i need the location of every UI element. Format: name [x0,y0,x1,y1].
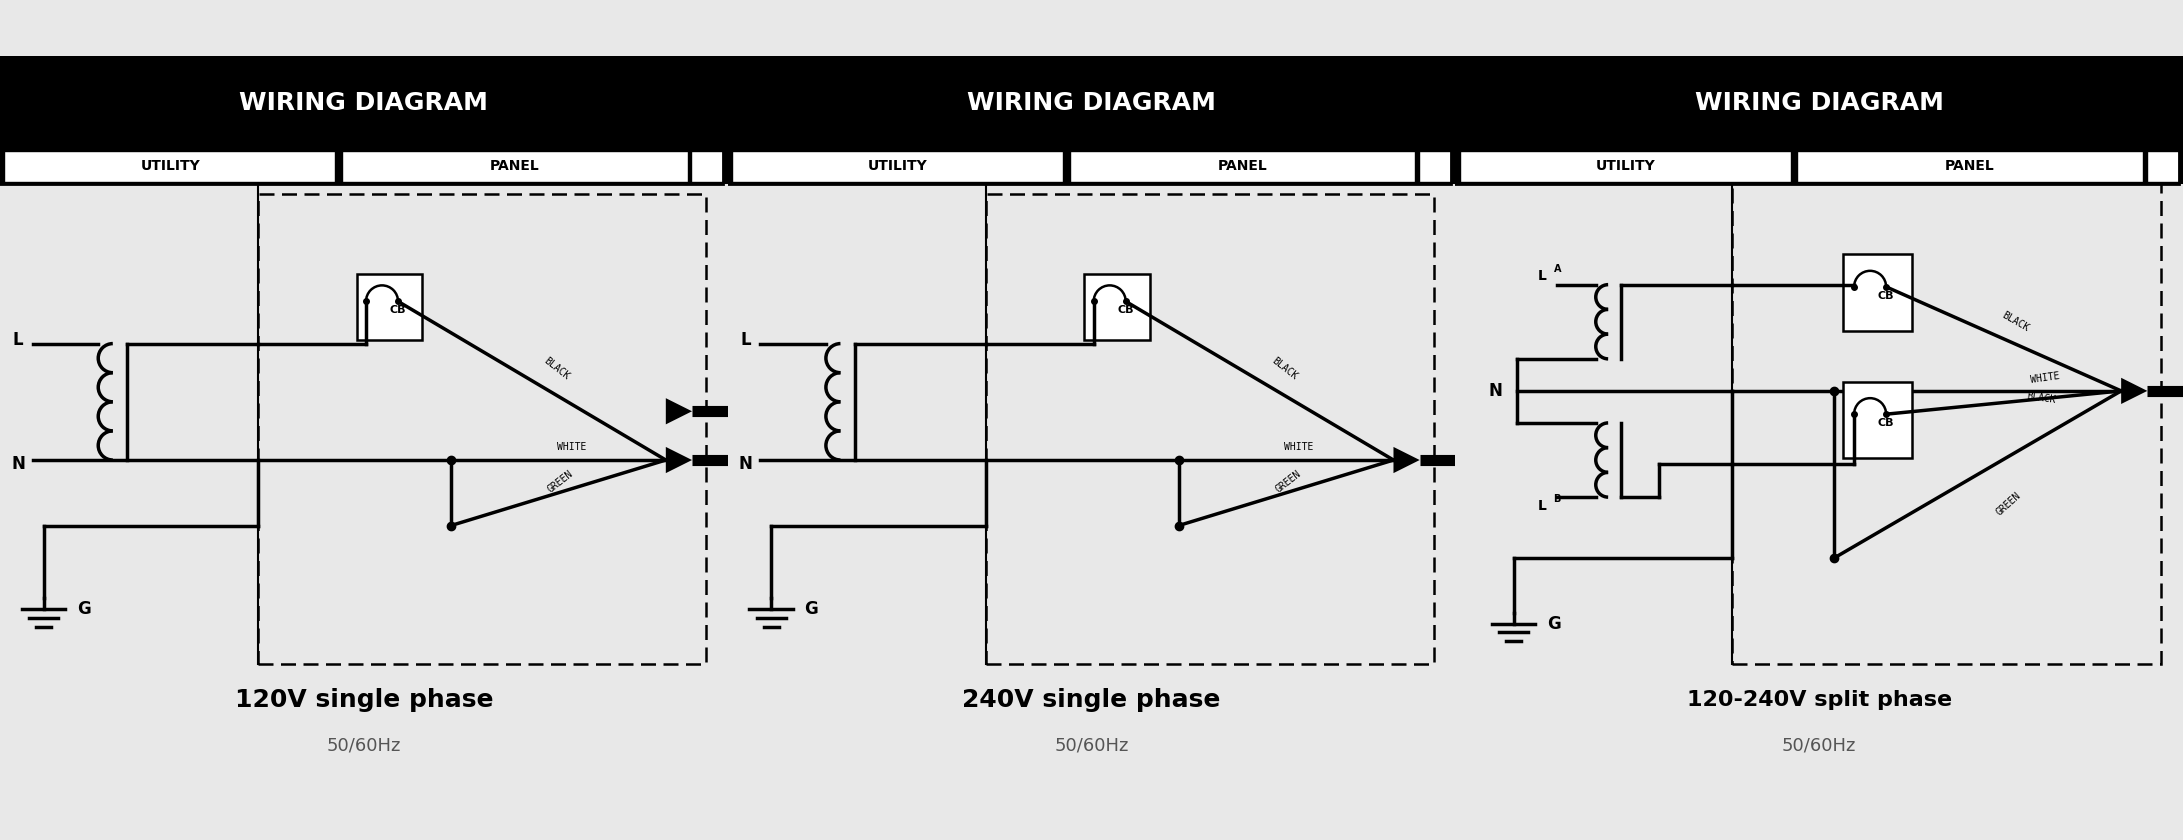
Text: BLACK: BLACK [2000,310,2030,333]
Text: 50/60Hz: 50/60Hz [1781,737,1856,755]
Polygon shape [666,447,692,473]
Text: L: L [1537,499,1546,513]
Text: CB: CB [1877,291,1895,301]
Text: 50/60Hz: 50/60Hz [327,737,402,755]
Bar [356,275,421,340]
Text: BLACK: BLACK [541,356,572,382]
Text: A: A [1554,264,1561,274]
Text: WIRING DIAGRAM: WIRING DIAGRAM [967,91,1216,115]
Polygon shape [666,398,692,424]
Text: UTILITY: UTILITY [1596,160,1655,173]
Text: N: N [11,454,26,473]
Text: BLACK: BLACK [2026,391,2056,405]
Bar [1456,56,2183,150]
Text: 50/60Hz: 50/60Hz [1054,737,1129,755]
Bar [692,150,723,182]
Text: UTILITY: UTILITY [869,160,928,173]
Text: G: G [1548,615,1561,633]
Bar [1419,150,1452,182]
Text: WHITE: WHITE [1284,442,1314,452]
Bar [1070,150,1415,182]
Bar [0,56,727,150]
Text: GREEN: GREEN [1273,469,1303,495]
Text: L: L [13,331,24,349]
Bar [1460,150,1790,182]
Text: GREEN: GREEN [1993,490,2024,517]
Text: BLACK: BLACK [1271,356,1299,382]
Text: L: L [1537,269,1546,283]
Bar [727,150,1456,183]
Text: CB: CB [391,305,406,315]
Text: PANEL: PANEL [489,160,539,173]
Text: CB: CB [1877,418,1895,428]
Bar [727,56,1456,150]
Text: PANEL: PANEL [1945,160,1995,173]
Text: 120V single phase: 120V single phase [234,688,493,712]
Bar [1797,150,2144,182]
Text: WHITE: WHITE [557,442,585,452]
Bar [1456,56,2179,183]
Text: B: B [1554,494,1561,504]
Polygon shape [2122,378,2148,404]
Text: 120-240V split phase: 120-240V split phase [1687,690,1952,710]
Polygon shape [1393,447,1419,473]
Bar [727,56,1452,183]
Bar [4,150,336,182]
Text: WIRING DIAGRAM: WIRING DIAGRAM [240,91,489,115]
Bar [0,56,723,183]
Text: GREEN: GREEN [546,469,574,495]
Text: N: N [1489,382,1502,400]
Bar [0,150,727,183]
Text: N: N [738,454,753,473]
Text: WHITE: WHITE [2030,370,2061,385]
Text: PANEL: PANEL [1218,160,1266,173]
Text: G: G [76,601,90,618]
Bar [731,150,1063,182]
Text: WIRING DIAGRAM: WIRING DIAGRAM [1694,91,1943,115]
Bar [1085,275,1150,340]
Bar [1842,382,1912,458]
Bar [1731,180,2161,664]
Text: UTILITY: UTILITY [140,160,201,173]
Bar [1842,255,1912,331]
Text: 240V single phase: 240V single phase [963,688,1220,712]
Bar [343,150,688,182]
Text: CB: CB [1118,305,1133,315]
Bar [1456,150,2183,183]
Text: L: L [740,331,751,349]
Bar [2146,150,2179,182]
Bar [258,194,705,664]
Bar [987,194,1434,664]
Text: G: G [806,601,819,618]
